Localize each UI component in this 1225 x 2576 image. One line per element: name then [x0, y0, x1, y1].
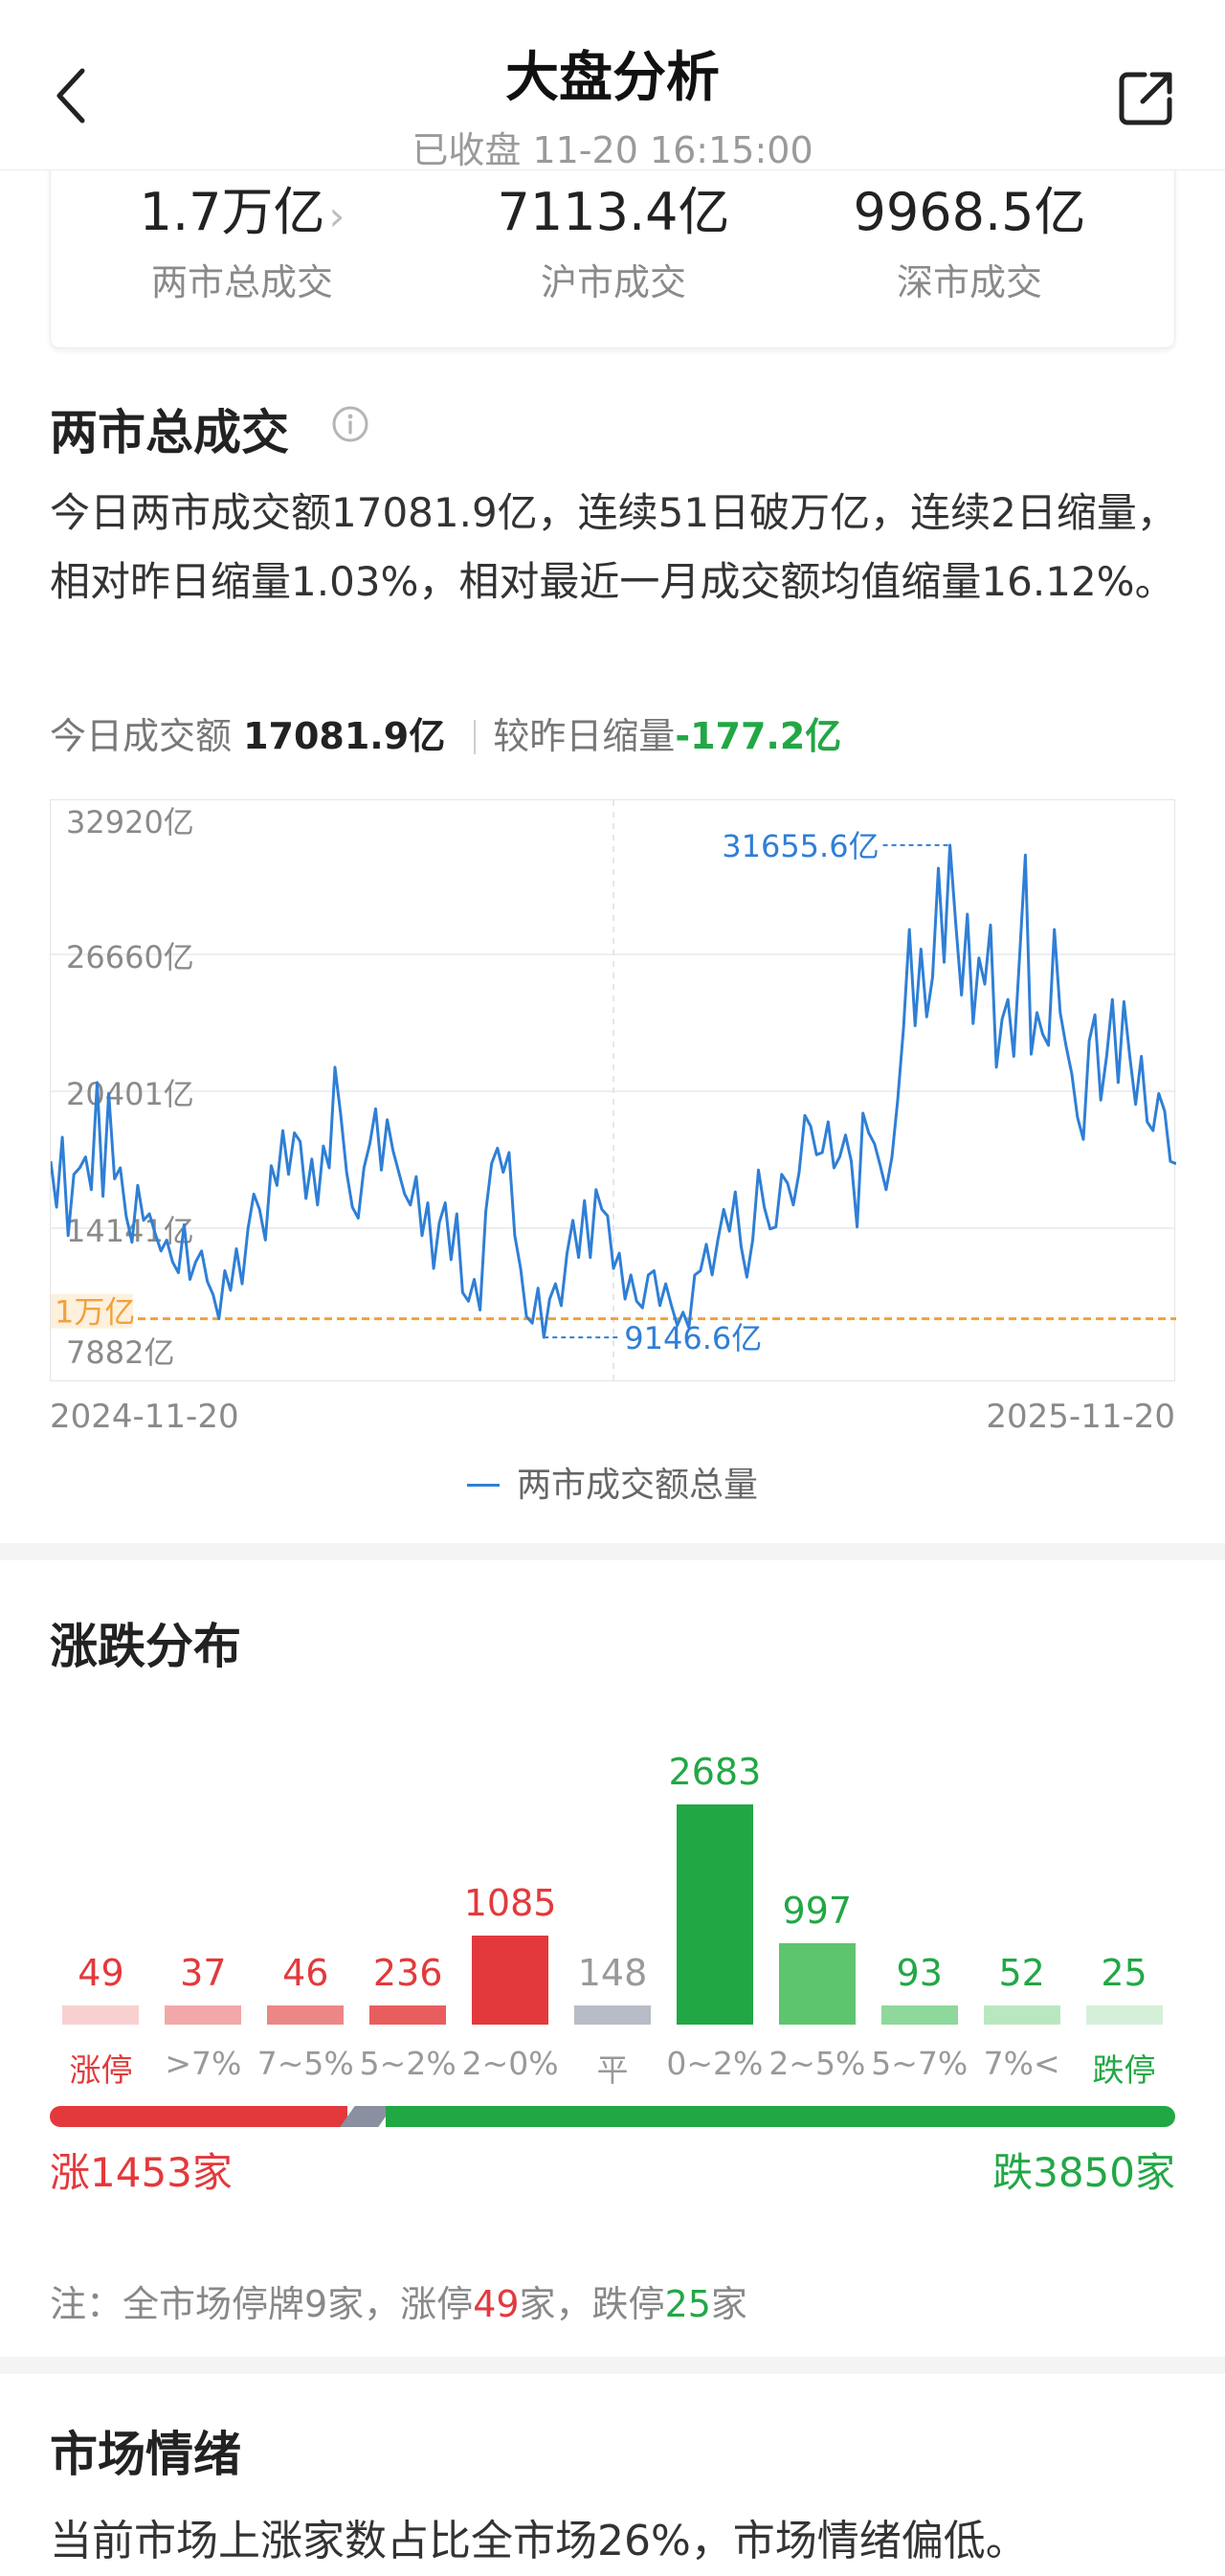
- turnover-description: 今日两市成交额17081.9亿，连续51日破万亿，连续2日缩量，相对昨日缩量1.…: [50, 489, 1177, 605]
- distribution-bar: [676, 1804, 753, 2025]
- distribution-bar-value: 93: [896, 1952, 943, 1994]
- chevron-right-icon: ›: [328, 192, 345, 239]
- share-button[interactable]: [1108, 59, 1185, 136]
- chevron-left-icon: [56, 68, 85, 123]
- y-tick-label: 20401亿: [66, 1076, 194, 1112]
- note-prefix: 注：全市场停牌9家，涨停: [50, 2283, 474, 2325]
- distribution-bar: [983, 2005, 1060, 2025]
- distribution-bar-value: 37: [180, 1952, 227, 1994]
- distribution-bar-label: 7~5%: [256, 2045, 354, 2082]
- page-subtitle: 已收盘 11-20 16:15:00: [412, 129, 813, 171]
- summary-sz: 9968.5亿 深市成交: [807, 169, 1132, 305]
- annotation-label: 31655.6亿: [722, 828, 879, 864]
- legend-label: 两市成交额总量: [516, 1466, 758, 1505]
- distribution-bar-label: 7%<: [983, 2045, 1060, 2082]
- today-turnover-value: 17081.9亿: [243, 715, 446, 757]
- sentiment-section-title: 市场情绪: [50, 2427, 241, 2482]
- distribution-bar-label: 2~5%: [768, 2045, 866, 2082]
- note-mid: 家，跌停: [519, 2283, 665, 2325]
- note-limit-down: 25: [664, 2283, 711, 2325]
- turnover-chart-svg: 32920亿26660亿20401亿14141亿7882亿1万亿31655.6亿…: [51, 800, 1176, 1382]
- distribution-bar: [62, 2005, 140, 2025]
- x-axis-end-label: 2025-11-20: [986, 1398, 1175, 1436]
- x-axis-start-label: 2024-11-20: [50, 1398, 239, 1436]
- compare-value: -177.2亿: [675, 715, 842, 757]
- distribution-bar-label: 涨停: [69, 2051, 133, 2089]
- summary-sz-label: 深市成交: [896, 261, 1042, 303]
- today-turnover-label: 今日成交额: [50, 715, 233, 757]
- y-tick-label: 32920亿: [66, 804, 194, 840]
- section-divider: [0, 2357, 1225, 2374]
- distribution-bar: [880, 2005, 958, 2025]
- distribution-bar-value: 49: [78, 1952, 124, 1994]
- annotation-label: 9146.6亿: [624, 1320, 762, 1356]
- divider: [474, 720, 477, 754]
- header: 大盘分析 已收盘 11-20 16:15:00: [0, 0, 1225, 171]
- distribution-bar-value: 1085: [463, 1881, 557, 1924]
- summary-total[interactable]: 1.7万亿› 两市总成交: [79, 169, 405, 305]
- summary-sz-value: 9968.5亿: [853, 182, 1086, 242]
- compare-label: 较昨日缩量: [493, 715, 676, 757]
- section-divider: [0, 1543, 1225, 1560]
- distribution-bar-label: 平: [596, 2051, 629, 2089]
- page-title: 大盘分析: [505, 47, 720, 109]
- reference-line-label-bg: [51, 1293, 133, 1329]
- note-suffix: 家: [710, 2283, 747, 2325]
- summary-total-value: 1.7万亿: [139, 182, 325, 242]
- distribution-bar-label: 2~0%: [461, 2045, 559, 2082]
- distribution-bar-label: 5~2%: [359, 2045, 457, 2082]
- distribution-bar-label: 5~7%: [871, 2045, 969, 2082]
- today-turnover-row: 今日成交额 17081.9亿 较昨日缩量-177.2亿: [50, 706, 841, 759]
- down-ratio-segment: [386, 2106, 1175, 2127]
- turnover-summary-card: 1.7万亿› 两市总成交 7113.4亿 沪市成交 9968.5亿 深市成交: [50, 144, 1175, 348]
- summary-sh-value: 7113.4亿: [497, 182, 730, 242]
- turnover-section-title: 两市总成交: [50, 405, 289, 460]
- info-icon[interactable]: [331, 405, 369, 443]
- distribution-bar: [165, 2005, 242, 2025]
- distribution-note: 注：全市场停牌9家，涨停49家，跌停25家: [50, 2274, 747, 2327]
- distribution-section-title: 涨跌分布: [50, 1619, 241, 1674]
- down-count: 跌3850家: [992, 2149, 1175, 2196]
- sentiment-description: 当前市场上涨家数占比全市场26%，市场情绪偏低。: [50, 2517, 1028, 2565]
- turnover-chart[interactable]: 32920亿 26660亿 20401亿 14141亿 7882亿 1万亿 31655.6亿…: [50, 799, 1176, 1382]
- y-tick-label: 7882亿: [66, 1334, 174, 1371]
- distribution-bar: [778, 1942, 856, 2025]
- distribution-bar-label: 跌停: [1092, 2051, 1156, 2089]
- distribution-bar: [369, 2005, 447, 2025]
- distribution-bar-label: 0~2%: [666, 2045, 764, 2082]
- legend-line-swatch: [466, 1484, 500, 1487]
- distribution-bar-value: 2683: [668, 1751, 762, 1793]
- distribution-bar-value: 236: [372, 1951, 443, 1994]
- distribution-bar: [574, 2005, 651, 2025]
- distribution-bar: [472, 1935, 549, 2025]
- distribution-bar-value: 52: [998, 1952, 1045, 1994]
- distribution-bar-value: 25: [1101, 1952, 1147, 1994]
- note-limit-up: 49: [473, 2283, 520, 2325]
- y-tick-label: 26660亿: [66, 939, 194, 975]
- summary-sh: 7113.4亿 沪市成交: [451, 169, 776, 305]
- summary-sh-label: 沪市成交: [540, 261, 686, 303]
- back-button[interactable]: [42, 57, 100, 134]
- distribution-bar: [267, 2005, 345, 2025]
- series-line: [51, 843, 1176, 1339]
- summary-total-label: 两市总成交: [150, 261, 333, 303]
- chart-legend: 两市成交额总量: [0, 1457, 1225, 1507]
- share-icon: [1119, 72, 1172, 125]
- reference-line-label: 1万亿: [55, 1294, 135, 1331]
- up-ratio-segment: [50, 2106, 348, 2127]
- up-down-ratio-bar: [50, 2106, 1175, 2127]
- distribution-bar: [1085, 2005, 1163, 2025]
- distribution-bar-value: 46: [282, 1952, 329, 1994]
- distribution-bar-value: 997: [782, 1889, 853, 1932]
- distribution-bar-label: >7%: [165, 2045, 242, 2082]
- distribution-bar-value: 148: [577, 1952, 648, 1994]
- up-count: 涨1453家: [50, 2149, 233, 2196]
